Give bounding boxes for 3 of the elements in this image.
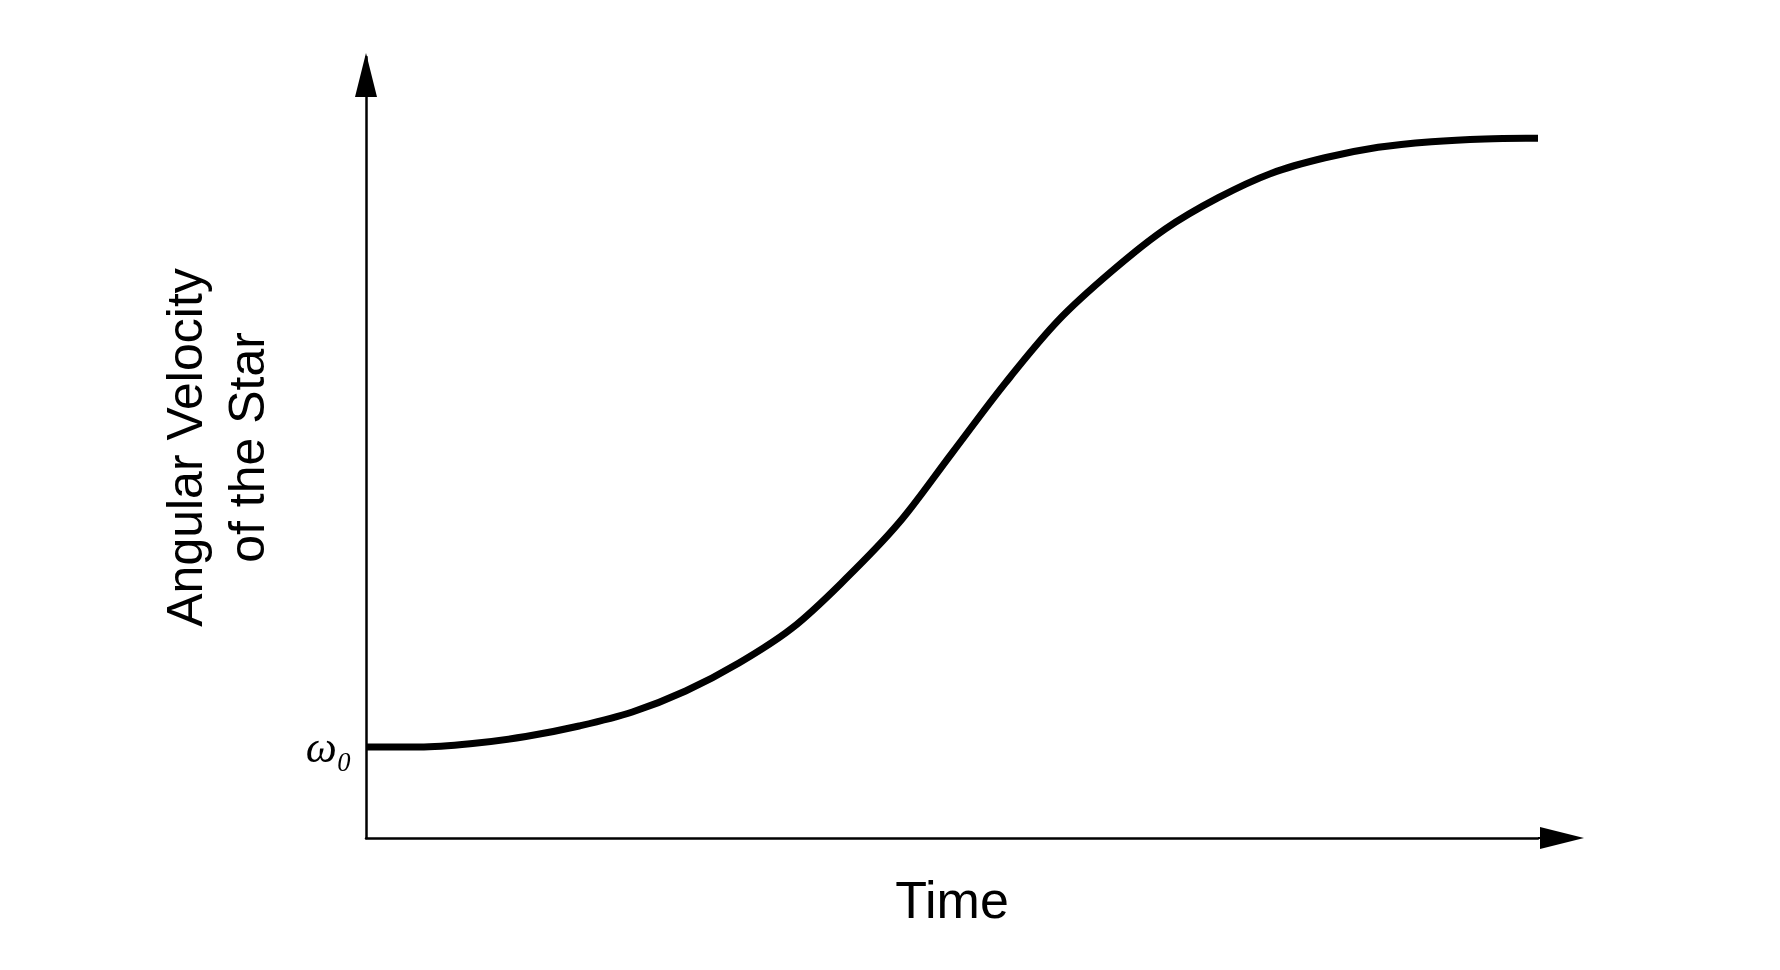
x-axis-title: Time (895, 871, 1009, 929)
y-axis-title: Angular Velocity of the Star (157, 268, 275, 627)
text: ω₀ (305, 722, 352, 772)
